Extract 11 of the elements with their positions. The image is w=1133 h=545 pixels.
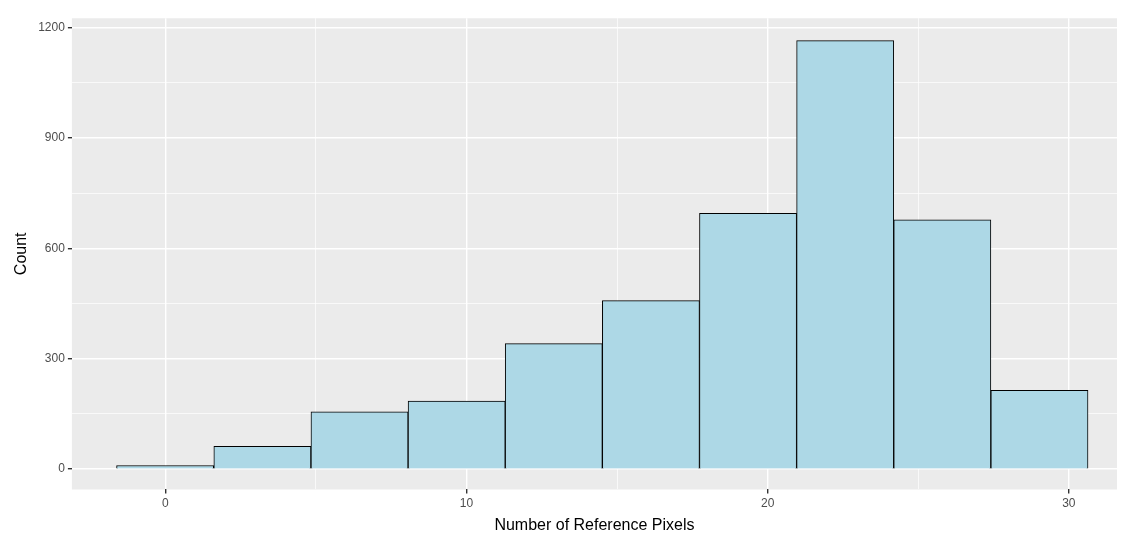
x-tick-label: 0 <box>161 495 169 510</box>
y-axis-title: Count <box>12 231 30 276</box>
y-tick-label: 1200 <box>38 19 66 34</box>
x-tick-label: 20 <box>760 495 775 510</box>
y-tick-label: 0 <box>58 461 66 476</box>
x-tick-label: 30 <box>1062 495 1076 510</box>
x-axis-title: Number of Reference Pixels <box>494 515 695 533</box>
y-tick-label: 300 <box>44 351 66 366</box>
y-tick-label: 600 <box>44 240 66 255</box>
y-tick-label: 900 <box>44 130 66 145</box>
x-tick-label: 10 <box>459 495 474 510</box>
